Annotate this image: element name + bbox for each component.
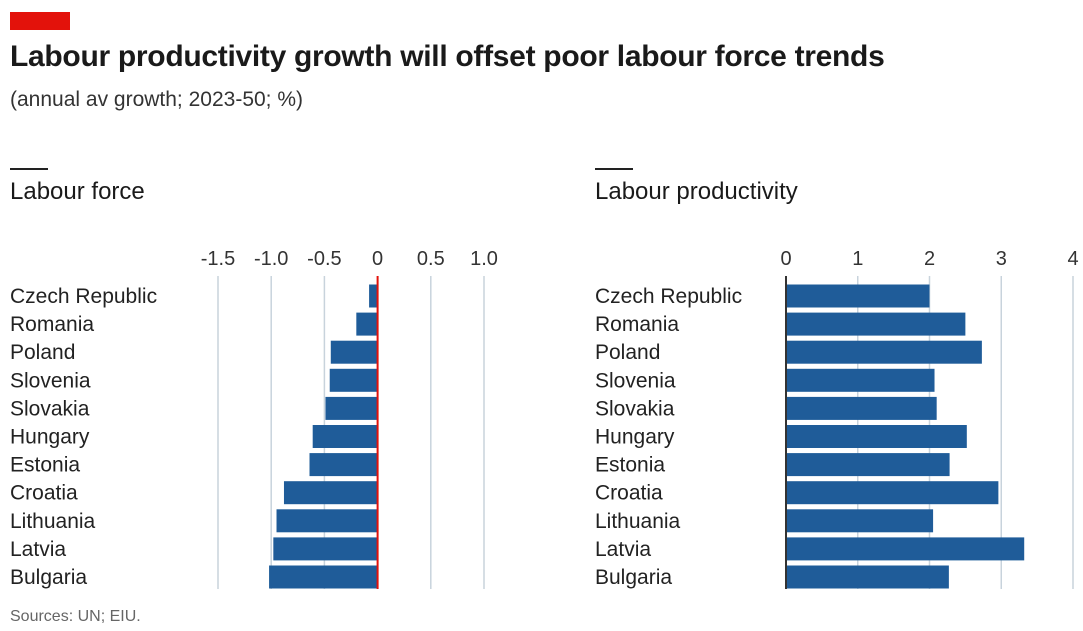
tick-label: 1 xyxy=(852,248,863,270)
tick-label: 0 xyxy=(372,248,383,270)
bar-bulgaria xyxy=(786,565,949,589)
category-label-hungary: Hungary xyxy=(595,426,675,449)
bar-hungary xyxy=(312,425,378,448)
bar-latvia xyxy=(786,537,1025,561)
bar-poland xyxy=(330,340,378,364)
bar-lithuania xyxy=(276,509,378,533)
category-label-estonia: Estonia xyxy=(10,454,80,477)
chart-title: Labour productivity growth will offset p… xyxy=(10,40,885,73)
bar-romania xyxy=(356,312,378,336)
panel-rule-right xyxy=(595,168,633,170)
source-note: Sources: UN; EIU. xyxy=(10,608,141,625)
tick-label: 0.5 xyxy=(417,248,445,270)
bar-latvia xyxy=(273,537,378,561)
category-label-czech-republic: Czech Republic xyxy=(10,285,157,308)
category-label-poland: Poland xyxy=(595,341,660,364)
bar-czech-republic xyxy=(369,284,378,308)
bar-lithuania xyxy=(786,509,934,533)
category-label-slovenia: Slovenia xyxy=(595,369,676,392)
bar-czech-republic xyxy=(786,284,930,308)
category-label-lithuania: Lithuania xyxy=(10,510,96,533)
bar-slovakia xyxy=(786,396,937,420)
category-label-czech-republic: Czech Republic xyxy=(595,285,742,308)
category-label-bulgaria: Bulgaria xyxy=(595,566,672,589)
category-label-poland: Poland xyxy=(10,341,75,364)
panel-rule-left xyxy=(10,168,48,170)
category-label-latvia: Latvia xyxy=(595,538,651,561)
tick-label: 4 xyxy=(1067,248,1078,270)
category-label-lithuania: Lithuania xyxy=(595,510,681,533)
tick-label: 3 xyxy=(996,248,1007,270)
bar-slovenia xyxy=(329,368,378,392)
tick-label: 0 xyxy=(780,248,791,270)
panel-title-labour-productivity: Labour productivity xyxy=(595,178,798,205)
bar-croatia xyxy=(283,481,378,505)
brand-tag xyxy=(10,12,70,30)
tick-label: -1.0 xyxy=(254,248,288,270)
category-label-hungary: Hungary xyxy=(10,426,90,449)
category-label-romania: Romania xyxy=(595,313,679,336)
bar-poland xyxy=(786,340,982,364)
bar-estonia xyxy=(786,453,950,477)
tick-label: -1.5 xyxy=(201,248,235,270)
category-label-croatia: Croatia xyxy=(595,482,663,505)
panel-title-labour-force: Labour force xyxy=(10,178,145,205)
bar-estonia xyxy=(309,453,378,477)
bar-slovakia xyxy=(325,396,378,420)
category-label-slovenia: Slovenia xyxy=(10,369,91,392)
category-label-bulgaria: Bulgaria xyxy=(10,566,87,589)
category-label-slovakia: Slovakia xyxy=(10,397,90,420)
category-label-slovakia: Slovakia xyxy=(595,397,675,420)
category-label-estonia: Estonia xyxy=(595,454,665,477)
tick-label: 1.0 xyxy=(470,248,498,270)
tick-label: 2 xyxy=(924,248,935,270)
tick-label: -0.5 xyxy=(307,248,341,270)
category-label-latvia: Latvia xyxy=(10,538,66,561)
bar-bulgaria xyxy=(269,565,378,589)
bar-hungary xyxy=(786,425,967,448)
bar-romania xyxy=(786,312,966,336)
category-label-croatia: Croatia xyxy=(10,482,78,505)
bar-slovenia xyxy=(786,368,935,392)
category-label-romania: Romania xyxy=(10,313,94,336)
bar-croatia xyxy=(786,481,999,505)
chart-subtitle: (annual av growth; 2023-50; %) xyxy=(10,88,304,111)
